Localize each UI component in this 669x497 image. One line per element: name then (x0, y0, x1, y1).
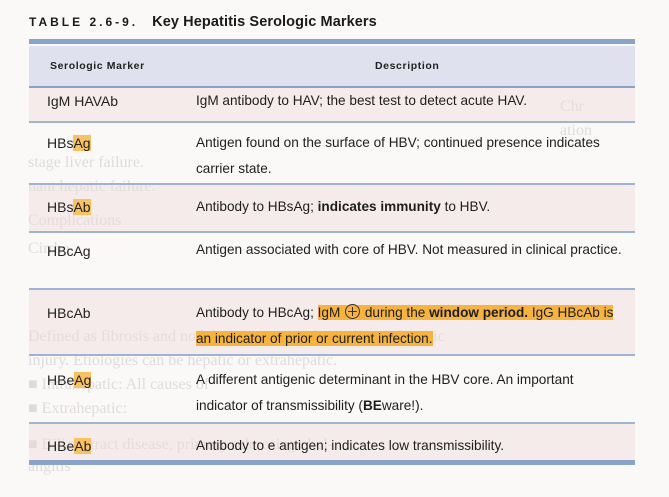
desc-text: Antibody to HBcAg; (196, 305, 318, 320)
description-cell: IgM antibody to HAV; the best test to de… (196, 88, 626, 114)
header-description: Description (375, 60, 439, 72)
desc-text: Antigen found on the surface of HBV; con… (196, 135, 600, 176)
row-divider (29, 183, 635, 185)
marker-cell: HBcAg (47, 243, 91, 259)
positive-circle-icon (345, 304, 361, 319)
marker-text: HBs (47, 135, 74, 151)
header-rule (29, 86, 635, 88)
top-rule (29, 39, 635, 44)
marker-text: HBcAg (47, 243, 91, 259)
row-background (29, 424, 635, 460)
table-caption: TABLE 2.6-9. Key Hepatitis Serologic Mar… (29, 14, 377, 34)
bottom-rule (29, 460, 635, 465)
row-background (29, 88, 635, 121)
row-divider (29, 231, 635, 233)
desc-text: ware!). (381, 398, 424, 413)
description-cell: Antibody to e antigen; indicates low tra… (196, 433, 626, 459)
highlighted-text: window period. (429, 305, 529, 320)
highlighted-text: Ab (74, 438, 92, 454)
highlighted-text: Ag (74, 372, 92, 388)
desc-text: Antigen associated with core of HBV. Not… (196, 242, 622, 257)
highlighted-text: during the (361, 305, 430, 320)
row-divider (29, 354, 635, 356)
bold-text: indicates immunity (317, 199, 441, 214)
table-title: Key Hepatitis Serologic Markers (152, 14, 377, 30)
marker-text: HBe (47, 372, 75, 388)
description-cell: Antibody to HBsAg; indicates immunity to… (196, 194, 626, 220)
highlighted-text: Ag (73, 135, 91, 151)
marker-text: HBe (47, 438, 75, 454)
row-background (29, 185, 635, 231)
description-cell: Antigen associated with core of HBV. Not… (196, 237, 626, 263)
marker-text: IgM HAVAb (47, 93, 119, 109)
desc-text: IgM antibody to HAV; the best test to de… (196, 93, 527, 108)
desc-text: Antibody to e antigen; indicates low tra… (196, 438, 505, 453)
marker-cell: IgM HAVAb (47, 93, 118, 109)
row-divider (29, 422, 635, 424)
marker-cell: HBeAb (47, 438, 92, 454)
highlighted-text: IgM (317, 305, 345, 320)
header-serologic-marker: Serologic Marker (50, 60, 145, 72)
marker-cell: HBsAb (47, 199, 91, 215)
header-description-text: Description (375, 60, 440, 72)
marker-cell: HBsAg (47, 135, 91, 151)
marker-cell: HBeAg (47, 372, 92, 388)
marker-text: HBs (47, 199, 74, 215)
row-divider (29, 121, 635, 123)
header-serologic-marker-text: Serologic Marker (50, 60, 145, 72)
desc-text: A different antigenic determinant in the… (196, 372, 574, 413)
marker-text: HBcAb (47, 305, 91, 321)
desc-text: to HBV. (440, 199, 491, 214)
highlighted-text: Ab (73, 199, 91, 215)
description-cell: Antibody to HBcAg; IgM during the window… (196, 300, 626, 352)
desc-text: Antibody to HBsAg; (196, 199, 318, 214)
marker-cell: HBcAb (47, 305, 91, 321)
bold-text: BE (362, 398, 382, 413)
highlight-span (344, 304, 362, 320)
description-cell: A different antigenic determinant in the… (196, 367, 626, 419)
row-divider (29, 288, 635, 290)
table-number: TABLE 2.6-9. (29, 15, 139, 29)
description-cell: Antigen found on the surface of HBV; con… (196, 130, 626, 182)
header-row (29, 46, 635, 86)
